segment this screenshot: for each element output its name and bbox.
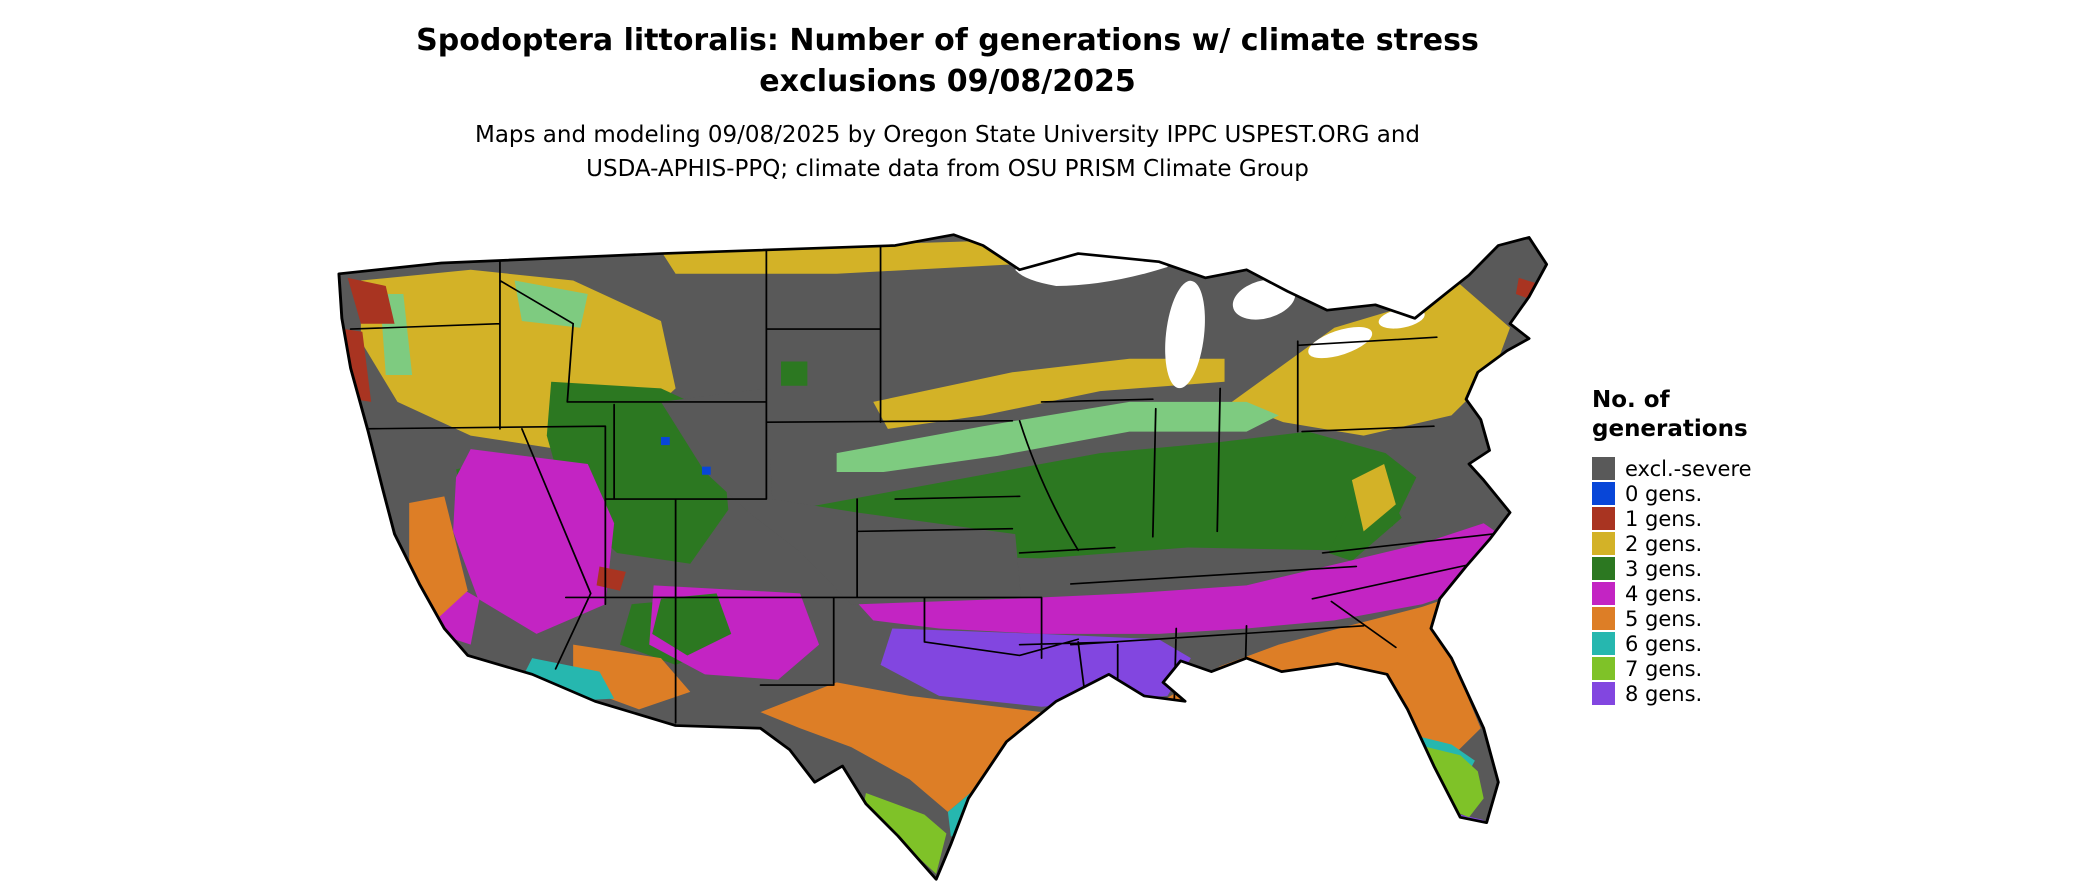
legend-item: 5 gens.	[1592, 606, 1752, 631]
us-outline	[337, 233, 1549, 881]
legend-item: excl.-severe	[1592, 456, 1752, 481]
legend-label: 8 gens.	[1625, 681, 1703, 706]
map-small-patches	[344, 277, 1537, 656]
map-header: Spodoptera littoralis: Number of generat…	[330, 20, 1565, 186]
legend-swatch	[1592, 482, 1615, 505]
patch-2-gens-appalachia	[1351, 463, 1396, 532]
legend-label: 2 gens.	[1625, 531, 1703, 556]
legend-title: No. of generations	[1592, 386, 1752, 444]
legend-item: 7 gens.	[1592, 656, 1752, 681]
lake-huron	[1232, 279, 1296, 320]
legend-swatch	[1592, 607, 1615, 630]
credit-line-2: USDA-APHIS-PPQ; climate data from OSU PR…	[586, 156, 1309, 182]
legend-item: 6 gens.	[1592, 631, 1752, 656]
legend-item: 2 gens.	[1592, 531, 1752, 556]
credit-line-1: Maps and modeling 09/08/2025 by Oregon S…	[474, 122, 1421, 148]
legend-label: 0 gens.	[1625, 481, 1703, 506]
page-title-line-1: Spodoptera littoralis: Number of generat…	[416, 23, 1479, 58]
legend-label: 5 gens.	[1625, 606, 1703, 631]
legend-label: 1 gens.	[1625, 506, 1703, 531]
legend-label: 6 gens.	[1625, 631, 1703, 656]
legend-swatch	[1592, 557, 1615, 580]
legend-swatch	[1592, 582, 1615, 605]
us-generations-map	[337, 233, 1549, 881]
legend-label: 3 gens.	[1625, 556, 1703, 581]
legend-label: 4 gens.	[1625, 581, 1703, 606]
patches-1-gen	[344, 277, 1537, 591]
legend-swatch	[1592, 632, 1615, 655]
legend-item: 0 gens.	[1592, 481, 1752, 506]
legend-swatch	[1592, 682, 1615, 705]
legend-item: 4 gens.	[1592, 581, 1752, 606]
legend: No. of generations excl.-severe 0 gens. …	[1592, 386, 1752, 706]
legend-label: 7 gens.	[1625, 656, 1703, 681]
legend-swatch	[1592, 507, 1615, 530]
lake-michigan	[1165, 280, 1205, 389]
legend-title-line-2: generations	[1592, 416, 1748, 442]
patches-0-gens	[660, 436, 711, 475]
map-canvas	[336, 232, 1551, 882]
legend-item: 1 gens.	[1592, 506, 1752, 531]
region-excl-severe-plains	[660, 388, 1022, 613]
legend-swatch	[1592, 657, 1615, 680]
page-title-line-2: exclusions 09/08/2025	[759, 64, 1136, 99]
credit-block: Maps and modeling 09/08/2025 by Oregon S…	[330, 118, 1565, 186]
legend-item: 3 gens.	[1592, 556, 1752, 581]
legend-label: excl.-severe	[1625, 456, 1752, 481]
legend-title-line-1: No. of	[1592, 387, 1670, 413]
legend-swatch	[1592, 457, 1615, 480]
legend-swatch	[1592, 532, 1615, 555]
legend-item: 8 gens.	[1592, 681, 1752, 706]
patch-3-gens-nm	[652, 593, 732, 656]
region-5-gens	[409, 496, 1499, 812]
